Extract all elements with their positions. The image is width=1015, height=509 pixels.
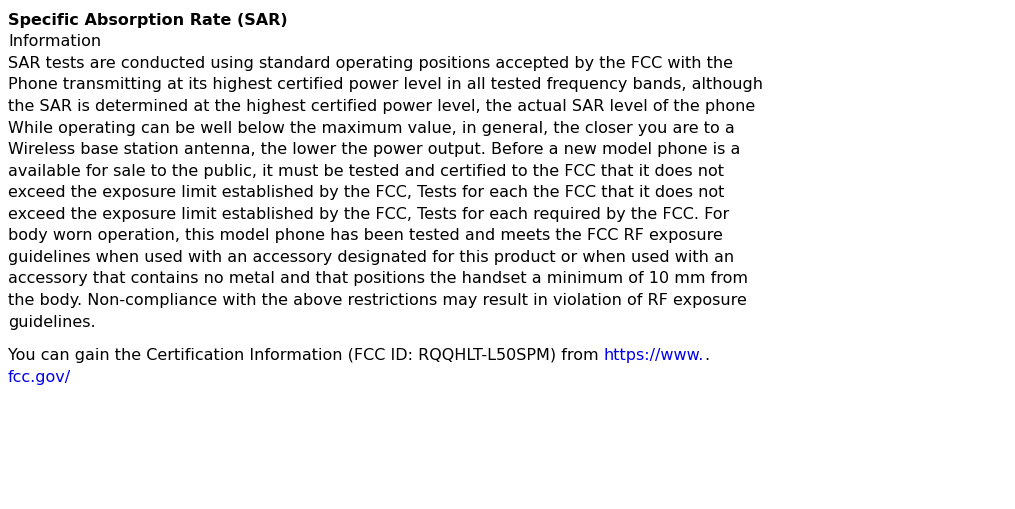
Text: You can gain the Certification Information (FCC ID: RQQHLT-L50SPM) from: You can gain the Certification Informati…: [8, 348, 604, 363]
Text: Information: Information: [8, 34, 102, 49]
Text: exceed the exposure limit established by the FCC, Tests for each required by the: exceed the exposure limit established by…: [8, 207, 730, 222]
Text: https://www.: https://www.: [604, 348, 704, 363]
Text: Specific Absorption Rate (SAR): Specific Absorption Rate (SAR): [8, 13, 287, 27]
Text: accessory that contains no metal and that positions the handset a minimum of 10 : accessory that contains no metal and tha…: [8, 271, 748, 287]
Text: body worn operation, this model phone has been tested and meets the FCC RF expos: body worn operation, this model phone ha…: [8, 229, 723, 243]
Text: the SAR is determined at the highest certified power level, the actual SAR level: the SAR is determined at the highest cer…: [8, 99, 755, 114]
Text: Phone transmitting at its highest certified power level in all tested frequency : Phone transmitting at its highest certif…: [8, 77, 763, 93]
Text: fcc.gov/: fcc.gov/: [8, 370, 71, 385]
Text: the body. Non-compliance with the above restrictions may result in violation of : the body. Non-compliance with the above …: [8, 293, 747, 308]
Text: guidelines.: guidelines.: [8, 315, 95, 330]
Text: .: .: [704, 348, 709, 363]
Text: guidelines when used with an accessory designated for this product or when used : guidelines when used with an accessory d…: [8, 250, 734, 265]
Text: SAR tests are conducted using standard operating positions accepted by the FCC w: SAR tests are conducted using standard o…: [8, 56, 733, 71]
Text: exceed the exposure limit established by the FCC, Tests for each the FCC that it: exceed the exposure limit established by…: [8, 185, 725, 200]
Text: Wireless base station antenna, the lower the power output. Before a new model ph: Wireless base station antenna, the lower…: [8, 142, 741, 157]
Text: While operating can be well below the maximum value, in general, the closer you : While operating can be well below the ma…: [8, 121, 735, 135]
Text: available for sale to the public, it must be tested and certified to the FCC tha: available for sale to the public, it mus…: [8, 164, 724, 179]
